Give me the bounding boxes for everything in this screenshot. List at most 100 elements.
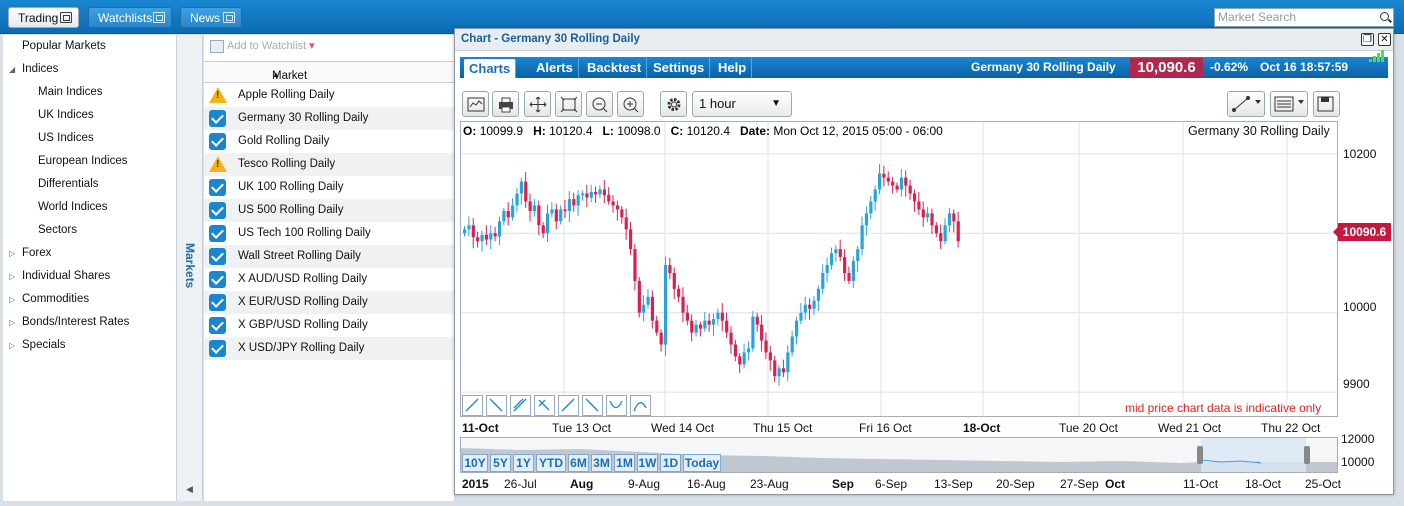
menu-backtest[interactable]: Backtest <box>582 57 648 78</box>
print-button[interactable] <box>492 91 519 117</box>
menu-alerts[interactable]: Alerts <box>531 57 579 78</box>
curve-up-tool-icon[interactable] <box>630 395 651 416</box>
zoom-in-button[interactable] <box>617 91 644 117</box>
nav-item[interactable]: ▷ Individual Shares <box>3 265 177 288</box>
watchlist-row[interactable]: Tesco Rolling Daily <box>204 153 454 176</box>
nav-item[interactable]: Main Indices <box>3 81 177 104</box>
nav-item-label: US Indices <box>38 132 94 144</box>
nav-item[interactable]: US Indices <box>3 127 177 150</box>
range-button-1d[interactable]: 1D <box>660 454 681 472</box>
collapsed-arrow-icon[interactable]: ▷ <box>9 249 16 258</box>
range-button-1y[interactable]: 1Y <box>513 454 534 472</box>
watchlist-row[interactable]: X USD/JPY Rolling Daily <box>204 337 454 360</box>
menu-charts[interactable]: Charts <box>464 59 517 78</box>
indicators-button[interactable] <box>1270 91 1308 117</box>
chart-settings-button[interactable] <box>660 91 687 117</box>
popout-icon[interactable] <box>60 12 72 23</box>
ray-up-tool-icon[interactable] <box>558 395 579 416</box>
checkbox[interactable] <box>209 340 226 357</box>
ray-down-tool-icon[interactable] <box>582 395 603 416</box>
close-icon[interactable]: ✕ <box>1378 33 1391 46</box>
checkbox[interactable] <box>209 133 226 150</box>
watchlist-row[interactable]: Gold Rolling Daily <box>204 130 454 153</box>
watchlist-row[interactable]: Germany 30 Rolling Daily <box>204 107 454 130</box>
tab-news[interactable]: News <box>180 7 242 28</box>
pan-button[interactable] <box>524 91 551 117</box>
watchlist-row[interactable]: X GBP/USD Rolling Daily <box>204 314 454 337</box>
nav-item[interactable]: ▷ Specials <box>3 334 177 357</box>
range-button-6m[interactable]: 6M <box>568 454 589 472</box>
markets-side-label[interactable]: Markets <box>183 243 197 289</box>
menu-help[interactable]: Help <box>713 57 753 78</box>
watchlist-row[interactable]: US Tech 100 Rolling Daily <box>204 222 454 245</box>
collapsed-arrow-icon[interactable]: ▷ <box>9 318 16 327</box>
collapsed-arrow-icon[interactable]: ▷ <box>9 272 16 281</box>
nav-item-label: UK Indices <box>38 109 94 121</box>
nav-item[interactable]: Differentials <box>3 173 177 196</box>
markets-side-tab[interactable] <box>177 35 203 501</box>
fibonacci-tool-icon[interactable] <box>534 395 555 416</box>
checkbox[interactable] <box>209 110 226 127</box>
range-button-ytd[interactable]: YTD <box>536 454 566 472</box>
nav-item[interactable]: Popular Markets <box>3 35 177 58</box>
range-button-1w[interactable]: 1W <box>637 454 658 472</box>
save-button[interactable] <box>1313 91 1340 117</box>
checkbox[interactable] <box>209 225 226 242</box>
collapsed-arrow-icon[interactable]: ▷ <box>9 341 16 350</box>
chart-type-button[interactable] <box>462 91 489 117</box>
down-line-tool-icon[interactable] <box>486 395 507 416</box>
collapse-arrow-icon[interactable]: ◀ <box>186 484 193 494</box>
checkbox[interactable] <box>209 179 226 196</box>
candle <box>851 256 855 289</box>
drawing-tools-button[interactable] <box>1227 91 1265 117</box>
channel-tool-icon[interactable] <box>510 395 531 416</box>
curve-down-tool-icon[interactable] <box>606 395 627 416</box>
tab-trading[interactable]: Trading <box>8 7 79 28</box>
zoom-out-button[interactable] <box>586 91 613 117</box>
fit-button[interactable] <box>555 91 582 117</box>
menu-settings[interactable]: Settings <box>648 57 711 78</box>
checkbox[interactable] <box>209 294 226 311</box>
popout-icon[interactable] <box>153 12 165 23</box>
nav-item[interactable]: ◢ Indices <box>3 58 177 81</box>
chart-plot-area[interactable] <box>460 121 1338 417</box>
collapsed-arrow-icon[interactable]: ▷ <box>9 295 16 304</box>
watchlist-header[interactable]: Market ▲ <box>204 61 454 83</box>
watchlist-row[interactable]: UK 100 Rolling Daily <box>204 176 454 199</box>
restore-window-icon[interactable]: ❐ <box>1361 33 1374 46</box>
candle <box>637 276 641 318</box>
range-button-3m[interactable]: 3M <box>591 454 612 472</box>
range-button-5y[interactable]: 5Y <box>490 454 511 472</box>
nav-item[interactable]: ▷ Bonds/Interest Rates <box>3 311 177 334</box>
range-button-1m[interactable]: 1M <box>614 454 635 472</box>
watchlist-row[interactable]: X AUD/USD Rolling Daily <box>204 268 454 291</box>
tab-watchlists[interactable]: Watchlists <box>88 7 172 28</box>
checkbox[interactable] <box>209 271 226 288</box>
watchlist-row[interactable]: Apple Rolling Daily <box>204 84 454 107</box>
checkbox[interactable] <box>209 248 226 265</box>
search-icon[interactable] <box>1377 8 1394 27</box>
candle <box>572 192 576 212</box>
nav-item[interactable]: World Indices <box>3 196 177 219</box>
nav-item[interactable]: UK Indices <box>3 104 177 127</box>
indicative-notice: mid price chart data is indicative only <box>1125 401 1322 415</box>
trendline-tool-icon[interactable] <box>462 395 483 416</box>
interval-select[interactable]: 1 hour ▼ <box>692 91 792 117</box>
nav-item[interactable]: ▷ Commodities <box>3 288 177 311</box>
expanded-arrow-icon[interactable]: ◢ <box>9 65 16 74</box>
range-button-today[interactable]: Today <box>683 454 721 472</box>
chart-window-titlebar[interactable]: Chart - Germany 30 Rolling Daily ❐ ✕ <box>455 29 1393 51</box>
nav-item[interactable]: European Indices <box>3 150 177 173</box>
nav-item[interactable]: Sectors <box>3 219 177 242</box>
market-search-input[interactable]: Market Search <box>1214 8 1378 27</box>
watchlist-row[interactable]: X EUR/USD Rolling Daily <box>204 291 454 314</box>
y-tick-label: 10000 <box>1343 300 1377 314</box>
add-to-watchlist-button[interactable]: Add to Watchlist ▾ <box>210 39 315 53</box>
range-button-10y[interactable]: 10Y <box>462 454 488 472</box>
nav-item[interactable]: ▷ Forex <box>3 242 177 265</box>
watchlist-row[interactable]: US 500 Rolling Daily <box>204 199 454 222</box>
checkbox[interactable] <box>209 202 226 219</box>
popout-icon[interactable] <box>223 12 235 23</box>
watchlist-row[interactable]: Wall Street Rolling Daily <box>204 245 454 268</box>
checkbox[interactable] <box>209 317 226 334</box>
